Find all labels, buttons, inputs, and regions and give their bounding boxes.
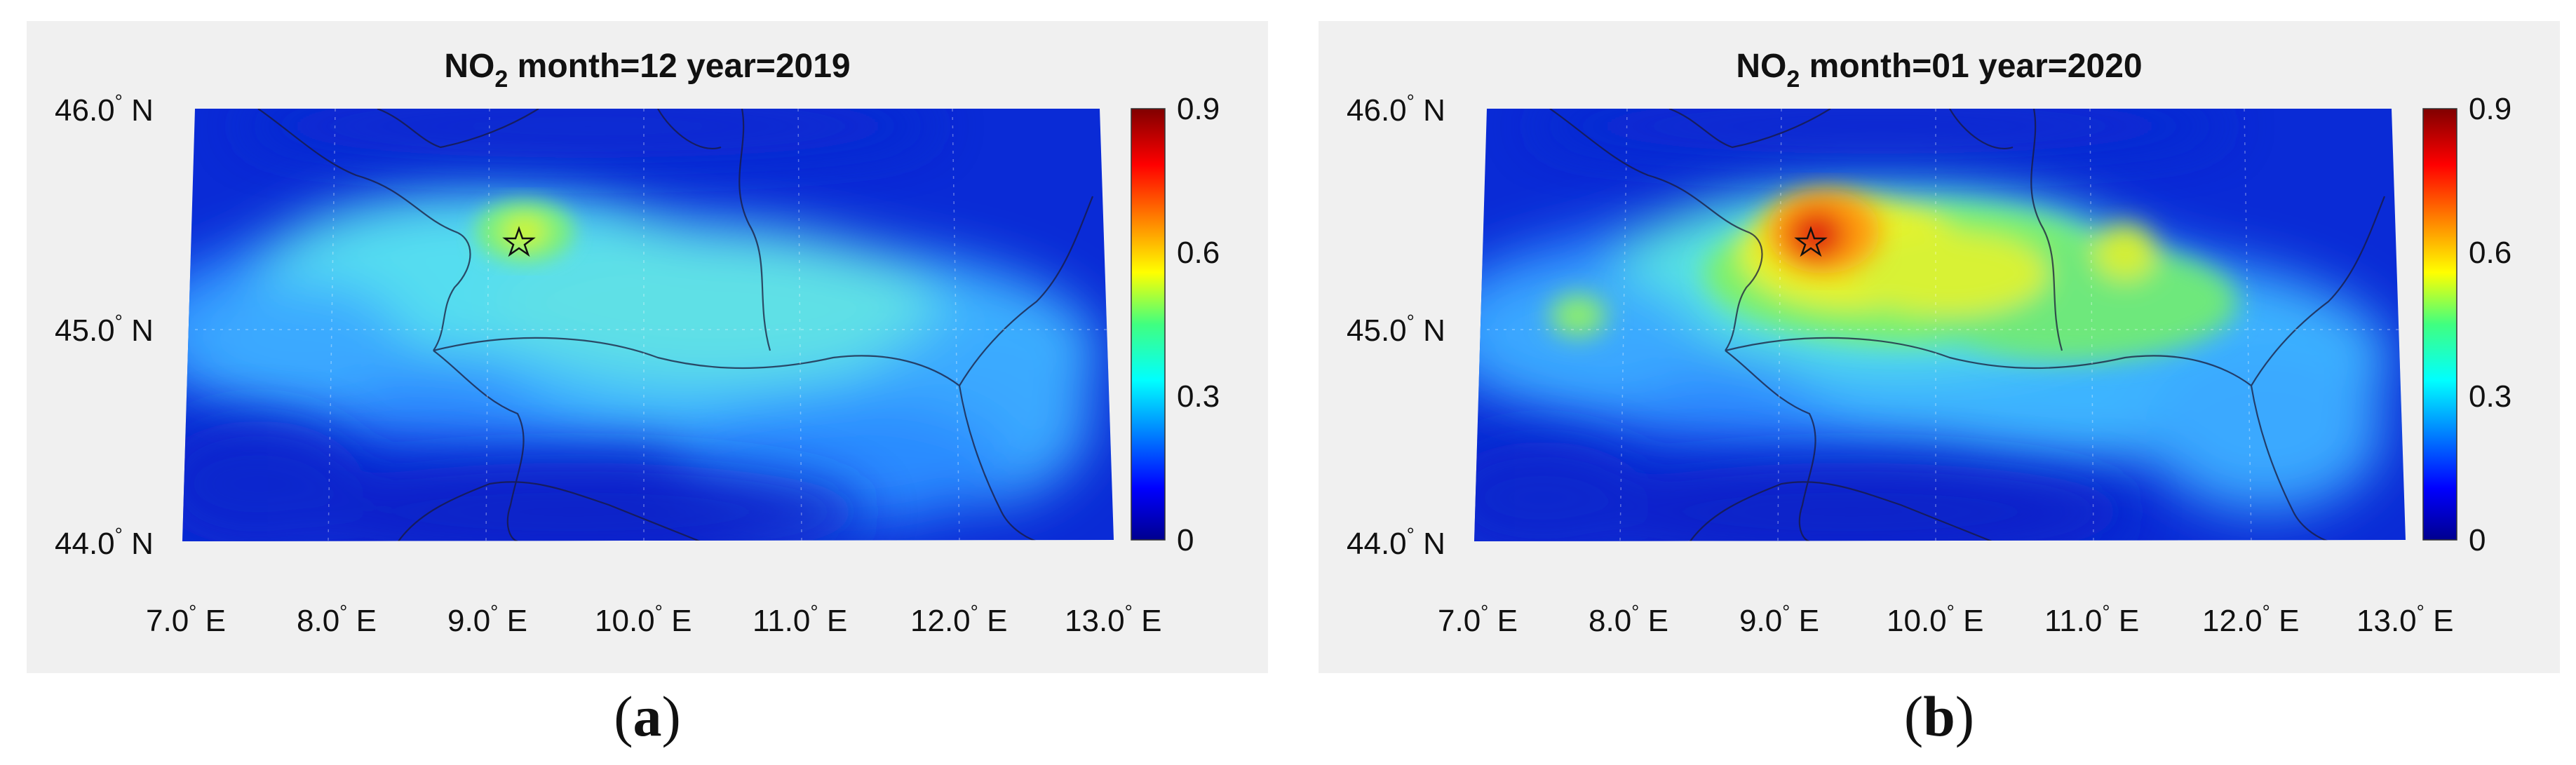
svg-text:8.0° E: 8.0° E xyxy=(1589,601,1668,638)
map-title-a: NO2 month=12 year=2019 xyxy=(444,48,850,93)
graticule-a xyxy=(195,109,1107,541)
svg-text:0: 0 xyxy=(1177,523,1194,557)
colorbar-ticks-a: 0.9 0.6 0.3 0 xyxy=(1177,92,1220,557)
graticule-b xyxy=(1487,109,2399,541)
svg-text:0.3: 0.3 xyxy=(2469,379,2511,414)
svg-text:13.0° E: 13.0° E xyxy=(1065,601,1161,638)
borders-b xyxy=(1549,109,2386,541)
caption-b: (b) xyxy=(1903,684,1975,748)
svg-text:9.0° E: 9.0° E xyxy=(447,601,527,638)
svg-text:46.0° N: 46.0° N xyxy=(1347,90,1445,128)
svg-text:0.6: 0.6 xyxy=(1177,236,1220,270)
svg-text:0.6: 0.6 xyxy=(2469,236,2511,270)
svg-text:11.0° E: 11.0° E xyxy=(2044,601,2139,638)
svg-text:11.0° E: 11.0° E xyxy=(753,601,847,638)
borders-a xyxy=(257,109,1094,541)
lon-labels-a: 7.0° E 8.0° E 9.0° E 10.0° E 11.0° E 12.… xyxy=(146,601,1161,638)
map-panel-a: NO2 month=12 year=2019 xyxy=(27,21,1268,673)
colorbar-a xyxy=(1131,108,1166,541)
svg-text:10.0° E: 10.0° E xyxy=(1887,601,1983,638)
svg-text:45.0° N: 45.0° N xyxy=(1347,311,1445,348)
map-title-b: NO2 month=01 year=2020 xyxy=(1736,48,2142,93)
colorbar-ticks-b: 0.9 0.6 0.3 0 xyxy=(2469,92,2511,557)
no2-heatmap-b xyxy=(1474,109,2406,541)
svg-text:0: 0 xyxy=(2469,523,2486,557)
caption-b-letter: b xyxy=(1923,684,1955,748)
svg-text:7.0° E: 7.0° E xyxy=(146,601,226,638)
svg-text:0.3: 0.3 xyxy=(1177,379,1220,414)
svg-text:12.0° E: 12.0° E xyxy=(910,601,1007,638)
svg-text:44.0° N: 44.0° N xyxy=(55,524,154,561)
milan-star-marker-b xyxy=(1794,226,1828,257)
lat-labels-b: 46.0° N 45.0° N 44.0° N xyxy=(1347,90,1445,561)
map-b-svg: NO2 month=01 year=2020 xyxy=(1347,48,2511,638)
svg-text:12.0° E: 12.0° E xyxy=(2202,601,2299,638)
svg-text:0.9: 0.9 xyxy=(1177,92,1220,126)
svg-text:7.0° E: 7.0° E xyxy=(1438,601,1518,638)
caption-a-letter: a xyxy=(633,684,662,748)
lat-labels-a: 46.0° N 45.0° N 44.0° N xyxy=(55,90,154,561)
svg-text:0.9: 0.9 xyxy=(2469,92,2511,126)
svg-text:44.0° N: 44.0° N xyxy=(1347,524,1445,561)
svg-text:46.0° N: 46.0° N xyxy=(55,90,154,128)
svg-text:9.0° E: 9.0° E xyxy=(1739,601,1819,638)
no2-heatmap-a xyxy=(182,109,1114,541)
svg-text:45.0° N: 45.0° N xyxy=(55,311,154,348)
lon-labels-b: 7.0° E 8.0° E 9.0° E 10.0° E 11.0° E 12.… xyxy=(1438,601,2453,638)
svg-text:10.0° E: 10.0° E xyxy=(595,601,692,638)
milan-star-marker-a xyxy=(502,226,536,257)
map-a-svg: NO2 month=12 year=2019 xyxy=(55,48,1220,638)
svg-text:13.0° E: 13.0° E xyxy=(2356,601,2453,638)
caption-a: (a) xyxy=(614,684,681,748)
svg-text:8.0° E: 8.0° E xyxy=(297,601,377,638)
colorbar-b xyxy=(2422,108,2457,541)
map-panel-b: NO2 month=01 year=2020 xyxy=(1319,21,2560,673)
